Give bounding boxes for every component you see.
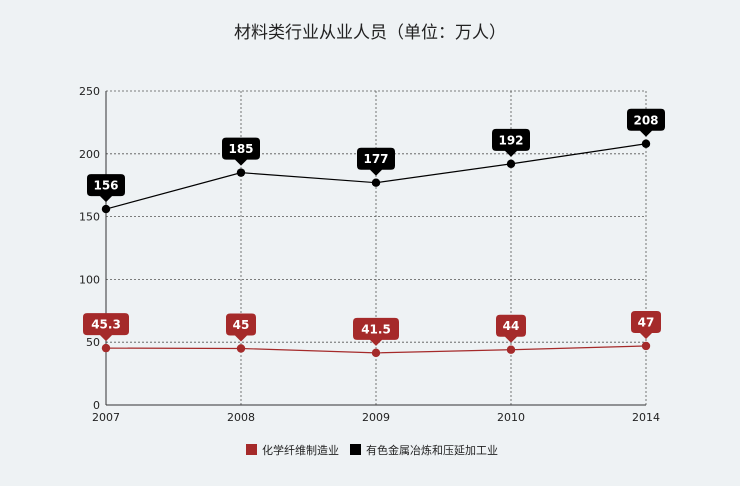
y-tick-label: 100 [79, 273, 100, 286]
data-label: 177 [363, 152, 388, 166]
axes: 0 50 100 150 200 250 2007 2008 2009 2010 2014 [79, 85, 660, 424]
data-label-callout [222, 137, 260, 166]
data-label-callout [627, 108, 665, 137]
legend-swatch [246, 444, 257, 455]
legend-label: 有色金属冶炼和压延加工业 [366, 443, 498, 457]
data-point [506, 159, 516, 169]
x-tick-label: 2009 [362, 411, 390, 424]
x-tick-label: 2014 [632, 411, 660, 424]
y-tick-label: 50 [86, 336, 100, 349]
y-tick-label: 250 [79, 85, 100, 98]
data-point [641, 341, 651, 351]
data-label: 185 [228, 142, 253, 156]
x-tick-label: 2007 [92, 411, 120, 424]
data-point [236, 168, 246, 177]
legend-swatch [350, 444, 361, 455]
x-tick-label: 2010 [497, 411, 525, 424]
data-label: 45 [233, 318, 250, 332]
legend-label: 化学纤维制造业 [262, 443, 339, 457]
data-point [506, 345, 516, 354]
y-tick-label: 150 [79, 211, 100, 224]
data-point [101, 343, 111, 353]
data-point [371, 178, 381, 187]
data-label: 192 [498, 133, 523, 147]
data-label-callout [357, 147, 395, 176]
data-label: 156 [93, 179, 118, 193]
data-label: 208 [633, 113, 658, 127]
data-point [641, 139, 651, 148]
legend: 化学纤维制造业 有色金属冶炼和压延加工业 [246, 443, 498, 457]
data-label-callout [631, 310, 661, 339]
data-point [101, 204, 111, 214]
chart-title: 材料类行业从业人员（单位：万人） [234, 23, 506, 43]
y-tick-label: 0 [93, 399, 100, 412]
data-label-callout [492, 128, 530, 157]
data-point [371, 348, 381, 358]
data-label-callout [496, 314, 526, 343]
data-label: 41.5 [361, 322, 391, 336]
data-label: 47 [638, 315, 655, 329]
data-point [236, 344, 246, 353]
x-tick-label: 2008 [227, 411, 255, 424]
series-layer [101, 139, 651, 358]
data-label-callout [87, 174, 125, 203]
data-label: 44 [503, 319, 520, 333]
data-label-callout [353, 317, 399, 346]
data-label-callout [226, 313, 256, 342]
y-tick-label: 200 [79, 148, 100, 161]
data-label: 45.3 [91, 318, 121, 332]
data-labels: 45.3 45 41.5 44 47 156 185 177 192 208 [83, 108, 665, 346]
grid [105, 90, 647, 406]
data-label-callout [83, 313, 129, 342]
